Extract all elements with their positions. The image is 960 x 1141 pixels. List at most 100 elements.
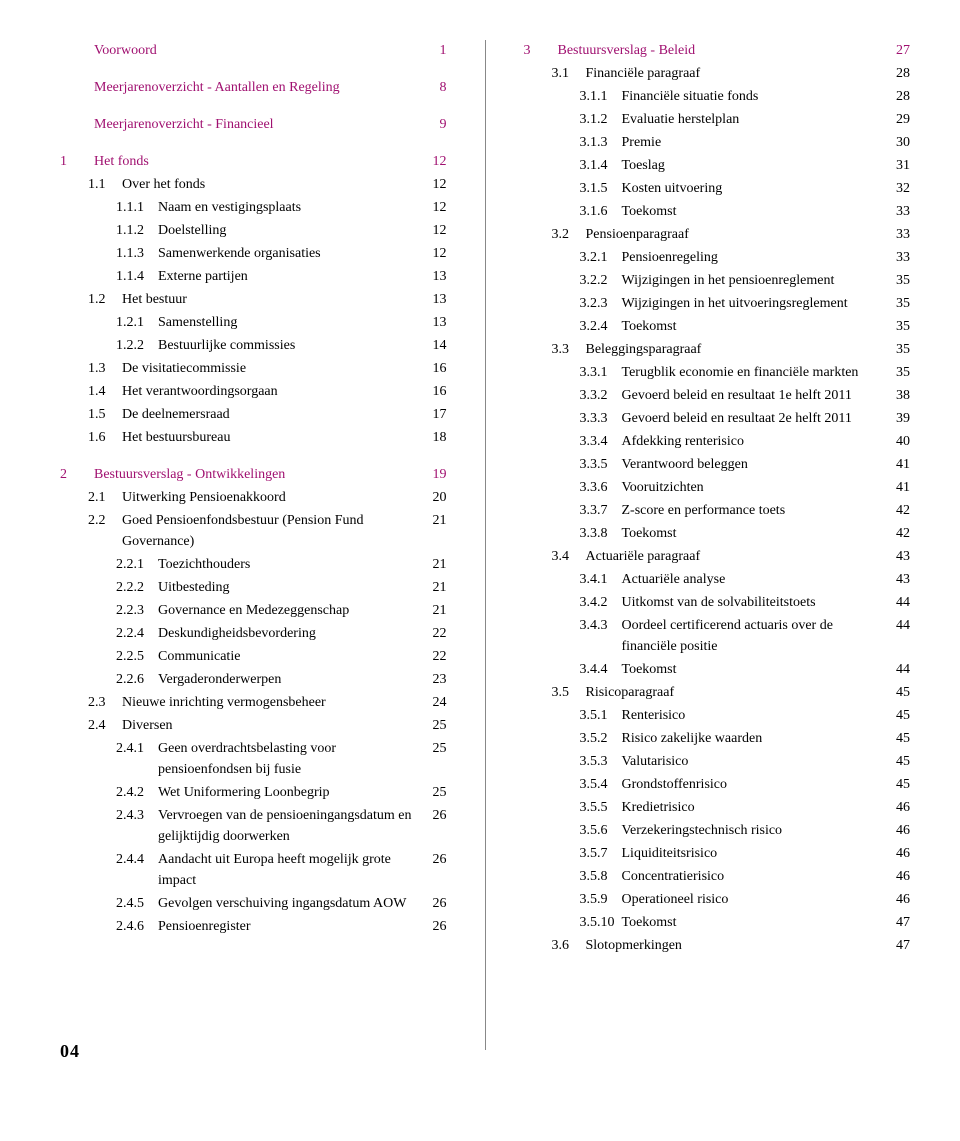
toc-page: 35 — [886, 339, 910, 360]
toc-page: 18 — [423, 427, 447, 448]
toc-row: 1.5De deelnemersraad17 — [60, 404, 447, 425]
toc-label: Toekomst — [622, 912, 887, 933]
toc-row: 3.1.2Evaluatie herstelplan29 — [524, 109, 911, 130]
toc-page: 35 — [886, 293, 910, 314]
toc-page: 13 — [423, 266, 447, 287]
toc-page: 13 — [423, 289, 447, 310]
toc-label: Het fonds — [94, 151, 423, 172]
toc-page: 22 — [423, 646, 447, 667]
toc-page: 21 — [423, 577, 447, 598]
toc-row: 2.3 Nieuwe inrichting vermogensbeheer24 — [60, 692, 447, 713]
toc-row: 2.2.1Toezichthouders21 — [60, 554, 447, 575]
toc-row: 3.1.6Toekomst33 — [524, 201, 911, 222]
toc-number: 2 — [60, 464, 94, 485]
toc-number: 1.2.2 — [116, 335, 158, 356]
toc-label: De deelnemersraad — [122, 404, 423, 425]
toc-label: Het verantwoordingsorgaan — [122, 381, 423, 402]
toc-number: 3.5.1 — [580, 705, 622, 726]
toc-number: 3.5.10 — [580, 912, 622, 933]
toc-row: 3.3.7Z-score en performance toets42 — [524, 500, 911, 521]
toc-number: 2.2.1 — [116, 554, 158, 575]
toc-page: 43 — [886, 569, 910, 590]
toc-number: 3.4 — [552, 546, 586, 567]
toc-page: 41 — [886, 454, 910, 475]
toc-label: Naam en vestigingsplaats — [158, 197, 423, 218]
toc-page: 41 — [886, 477, 910, 498]
toc-number: 3.4.2 — [580, 592, 622, 613]
toc-page: 29 — [886, 109, 910, 130]
toc-page: 14 — [423, 335, 447, 356]
toc-label: Nieuwe inrichting vermogensbeheer — [122, 692, 423, 713]
toc-page: 45 — [886, 682, 910, 703]
toc-label: Doelstelling — [158, 220, 423, 241]
toc-page: 23 — [423, 669, 447, 690]
toc-label: Gevolgen verschuiving ingangsdatum AOW — [158, 893, 423, 914]
toc-number: 3.5.7 — [580, 843, 622, 864]
toc-page: 16 — [423, 358, 447, 379]
toc-row: 2.1Uitwerking Pensioenakkoord20 — [60, 487, 447, 508]
toc-number: 3.1 — [552, 63, 586, 84]
toc-spacer — [60, 63, 447, 77]
toc-row: 2.2.5Communicatie22 — [60, 646, 447, 667]
toc-number: 1.1.2 — [116, 220, 158, 241]
toc-label: Het bestuur — [122, 289, 423, 310]
toc-number: 2.4.4 — [116, 849, 158, 870]
toc-label: Samenstelling — [158, 312, 423, 333]
toc-row: 2.2Goed Pensioenfondsbestuur (Pension Fu… — [60, 510, 447, 552]
toc-row: 3Bestuursverslag - Beleid27 — [524, 40, 911, 61]
toc-page: 35 — [886, 362, 910, 383]
toc-label: Concentratierisico — [622, 866, 887, 887]
toc-row: 3.4.3Oordeel certificerend actuaris over… — [524, 615, 911, 657]
toc-number: 1 — [60, 151, 94, 172]
toc-number: 3.1.2 — [580, 109, 622, 130]
toc-row: 3.3.4Afdekking renterisico40 — [524, 431, 911, 452]
page-number: 04 — [60, 1041, 80, 1062]
toc-label: Uitbesteding — [158, 577, 423, 598]
toc-spacer — [60, 137, 447, 151]
toc-page: 8 — [423, 77, 447, 98]
toc-page: 21 — [423, 554, 447, 575]
toc-label: Actuariële analyse — [622, 569, 887, 590]
toc-label: Toekomst — [622, 659, 887, 680]
toc-label: Toezichthouders — [158, 554, 423, 575]
toc-page: 43 — [886, 546, 910, 567]
toc-page: 30 — [886, 132, 910, 153]
toc-row: 3.5.1Renterisico45 — [524, 705, 911, 726]
toc-number: 3.1.6 — [580, 201, 622, 222]
toc-label: Wijzigingen in het pensioenreglement — [622, 270, 887, 291]
toc-number: 3.3.1 — [580, 362, 622, 383]
toc-page: 33 — [886, 224, 910, 245]
toc-label: Terugblik economie en financiële markten — [622, 362, 887, 383]
toc-spacer — [60, 450, 447, 464]
toc-label: Financiële paragraaf — [586, 63, 887, 84]
toc-label: Communicatie — [158, 646, 423, 667]
toc-label: Pensioenregeling — [622, 247, 887, 268]
toc-row: 3.2.1Pensioenregeling33 — [524, 247, 911, 268]
toc-label: Pensioenregister — [158, 916, 423, 937]
toc-page: 44 — [886, 615, 910, 636]
toc-number: 3.3.8 — [580, 523, 622, 544]
toc-number: 2.1 — [88, 487, 122, 508]
toc-page: 12 — [423, 197, 447, 218]
toc-page: 35 — [886, 316, 910, 337]
toc-label: Kosten uitvoering — [622, 178, 887, 199]
toc-label: Voorwoord — [94, 40, 423, 61]
toc-page: 25 — [423, 782, 447, 803]
toc-row: 3.5.5Kredietrisico46 — [524, 797, 911, 818]
toc-page: 1 — [423, 40, 447, 61]
toc-label: Uitkomst van de solvabiliteitstoets — [622, 592, 887, 613]
toc-row: 2.2.6Vergaderonderwerpen23 — [60, 669, 447, 690]
toc-number: 3.1.3 — [580, 132, 622, 153]
toc-row: 3.5.2Risico zakelijke waarden45 — [524, 728, 911, 749]
toc-number: 1.1.3 — [116, 243, 158, 264]
toc-row: 3.5.3Valutarisico45 — [524, 751, 911, 772]
toc-row: 3.6Slotopmerkingen47 — [524, 935, 911, 956]
toc-page: 25 — [423, 715, 447, 736]
toc-label: Slotopmerkingen — [586, 935, 887, 956]
toc-label: Uitwerking Pensioenakkoord — [122, 487, 423, 508]
toc-label: Bestuursverslag - Ontwikkelingen — [94, 464, 423, 485]
toc-page: 33 — [886, 247, 910, 268]
toc-number: 3.2.2 — [580, 270, 622, 291]
toc-page: 22 — [423, 623, 447, 644]
toc-label: Grondstoffenrisico — [622, 774, 887, 795]
